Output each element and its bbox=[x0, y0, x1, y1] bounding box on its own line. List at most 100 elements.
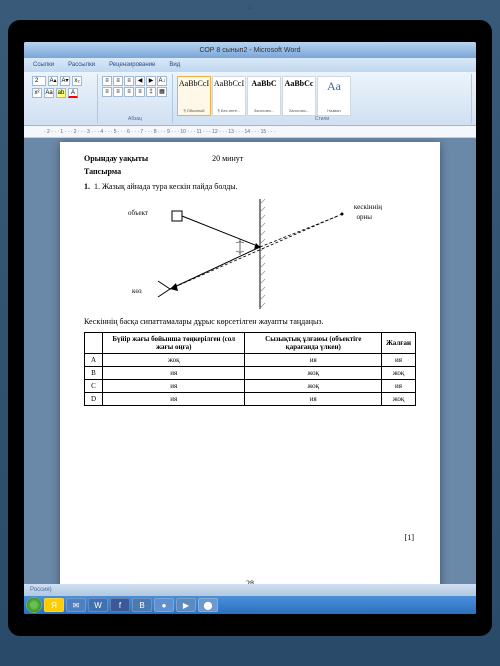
ribbon-tab-view[interactable]: Вид bbox=[166, 61, 183, 69]
table-caption: Кескіннің басқа сипаттамалары дұрыс көрс… bbox=[84, 317, 416, 326]
grow-font-button[interactable]: A▴ bbox=[48, 76, 58, 86]
word-statusbar: Россия) bbox=[24, 584, 476, 596]
style-name: ¶ Обычный bbox=[178, 108, 210, 113]
style-title[interactable]: Aa Назван bbox=[317, 76, 351, 116]
table-row: C ия жоқ ия bbox=[85, 380, 416, 393]
monitor-bezel: ○ СОР 8 сынып2 - Microsoft Word Ссылки Р… bbox=[8, 20, 492, 636]
app-icon-1[interactable]: ● bbox=[154, 598, 174, 612]
align-center-button[interactable]: ≡ bbox=[113, 87, 123, 97]
app-icon-2[interactable]: ▶ bbox=[176, 598, 196, 612]
text-effects-button[interactable]: Aa bbox=[44, 88, 54, 98]
diagram-label-image-1: кескіннің bbox=[354, 203, 382, 211]
superscript-button[interactable]: x² bbox=[32, 88, 42, 98]
align-right-button[interactable]: ≡ bbox=[124, 87, 134, 97]
numbering-button[interactable]: ≡ bbox=[113, 76, 123, 86]
table-header: Сызықтық ұлғаюы (объектіге қарағанда үлк… bbox=[245, 333, 382, 354]
subscript-button[interactable]: x₂ bbox=[72, 76, 82, 86]
bullets-button[interactable]: ≡ bbox=[102, 76, 112, 86]
question-1-text: 1. 1. Жазық айнада тура кескін пайда бол… bbox=[84, 182, 416, 191]
table-row: B ия жоқ жоқ bbox=[85, 367, 416, 380]
document-page[interactable]: Орындау уақыты 20 минут Тапсырма 1. 1. Ж… bbox=[60, 142, 440, 596]
diagram-label-image-2: орны bbox=[357, 213, 372, 221]
webcam-indicator: ○ bbox=[247, 2, 253, 13]
score-mark: [1] bbox=[405, 533, 414, 542]
table-cell: B bbox=[85, 367, 103, 380]
table-cell: ия bbox=[103, 393, 245, 406]
increase-indent-button[interactable]: ▶ bbox=[146, 76, 156, 86]
yandex-icon[interactable]: Я bbox=[44, 598, 64, 612]
table-cell: жоқ bbox=[245, 367, 382, 380]
style-normal[interactable]: AaBbCcI ¶ Обычный bbox=[177, 76, 211, 116]
table-cell: жоқ bbox=[245, 380, 382, 393]
paragraph-group-label: Абзац bbox=[98, 116, 172, 122]
horizontal-ruler[interactable]: · 2 · · · 1 · · · 2 · · · 3 · · · 4 · · … bbox=[24, 126, 476, 138]
styles-group-label: Стили bbox=[173, 116, 471, 122]
font-color-button[interactable]: A bbox=[68, 88, 78, 98]
window-title: СОР 8 сынып2 - Microsoft Word bbox=[199, 47, 300, 54]
document-viewport[interactable]: Орындау уақыты 20 минут Тапсырма 1. 1. Ж… bbox=[24, 138, 476, 596]
style-no-spacing[interactable]: AaBbCcI ¶ Без инте... bbox=[212, 76, 246, 116]
font-group: 2 A▴ A▾ x₂ x² Aa ab A bbox=[28, 74, 98, 123]
table-cell: D bbox=[85, 393, 103, 406]
timing-label: Орындау уақыты bbox=[84, 154, 148, 163]
table-header: Жалған bbox=[382, 333, 416, 354]
table-row: D ия ия жоқ bbox=[85, 393, 416, 406]
word-icon[interactable]: W bbox=[88, 598, 108, 612]
table-cell: C bbox=[85, 380, 103, 393]
paragraph-group: ≡ ≡ ≡ ◀ ▶ A↓ ≡ ≡ ≡ ≡ ‡ ▦ Абзац bbox=[98, 74, 173, 123]
ribbon-tab-references[interactable]: Ссылки bbox=[30, 61, 57, 69]
mail-icon[interactable]: ✉ bbox=[66, 598, 86, 612]
table-cell: ия bbox=[382, 380, 416, 393]
table-header: Бүйір жағы бойынша төңкерілген (сол жағы… bbox=[103, 333, 245, 354]
question-1-body: 1. Жазық айнада тура кескін пайда болды. bbox=[94, 182, 238, 191]
style-sample: AaBbCcI bbox=[178, 79, 210, 88]
start-button[interactable] bbox=[26, 597, 42, 613]
font-size-box[interactable]: 2 bbox=[32, 76, 46, 86]
style-heading1[interactable]: AaBbC Заголово... bbox=[247, 76, 281, 116]
status-language[interactable]: Россия) bbox=[30, 587, 52, 593]
sort-button[interactable]: A↓ bbox=[157, 76, 167, 86]
table-cell: ия bbox=[245, 393, 382, 406]
multilevel-button[interactable]: ≡ bbox=[124, 76, 134, 86]
screen: СОР 8 сынып2 - Microsoft Word Ссылки Рас… bbox=[24, 42, 476, 614]
table-cell: ия bbox=[103, 380, 245, 393]
timing-value: 20 минут bbox=[212, 154, 243, 163]
table-cell: жоқ bbox=[103, 354, 245, 367]
style-heading2[interactable]: AaBbCc Заголово... bbox=[282, 76, 316, 116]
ribbon-tab-review[interactable]: Рецензирование bbox=[106, 61, 158, 69]
diagram-label-object: объект bbox=[128, 209, 148, 217]
table-cell: ия bbox=[103, 367, 245, 380]
diagram-label-eye: көз bbox=[132, 287, 142, 295]
ruler-marks: · 2 · · · 1 · · · 2 · · · 3 · · · 4 · · … bbox=[44, 129, 275, 135]
table-row: A жоқ ия ия bbox=[85, 354, 416, 367]
window-titlebar: СОР 8 сынып2 - Microsoft Word bbox=[24, 42, 476, 58]
highlight-button[interactable]: ab bbox=[56, 88, 66, 98]
table-cell: жоқ bbox=[382, 393, 416, 406]
table-cell: A bbox=[85, 354, 103, 367]
style-sample: Aa bbox=[318, 79, 350, 94]
facebook-icon[interactable]: f bbox=[110, 598, 130, 612]
style-name: Назван bbox=[318, 108, 350, 113]
line-spacing-button[interactable]: ‡ bbox=[146, 87, 156, 97]
style-name: ¶ Без инте... bbox=[213, 108, 245, 113]
style-sample: AaBbC bbox=[248, 79, 280, 88]
table-cell: жоқ bbox=[382, 367, 416, 380]
vk-icon[interactable]: B bbox=[132, 598, 152, 612]
task-heading: Тапсырма bbox=[84, 167, 416, 176]
table-header-row: Бүйір жағы бойынша төңкерілген (сол жағы… bbox=[85, 333, 416, 354]
styles-group: AaBbCcI ¶ Обычный AaBbCcI ¶ Без инте... … bbox=[173, 74, 472, 123]
shading-button[interactable]: ▦ bbox=[157, 87, 167, 97]
style-sample: AaBbCc bbox=[283, 79, 315, 88]
ribbon-toolbar: 2 A▴ A▾ x₂ x² Aa ab A ≡ ≡ ≡ ◀ ▶ A↓ bbox=[24, 72, 476, 126]
style-name: Заголово... bbox=[248, 108, 280, 113]
mirror-diagram: объект кескіннің орны көз bbox=[110, 199, 390, 309]
shrink-font-button[interactable]: A▾ bbox=[60, 76, 70, 86]
style-sample: AaBbCcI bbox=[213, 79, 245, 88]
answer-table: Бүйір жағы бойынша төңкерілген (сол жағы… bbox=[84, 332, 416, 406]
align-left-button[interactable]: ≡ bbox=[102, 87, 112, 97]
table-header bbox=[85, 333, 103, 354]
decrease-indent-button[interactable]: ◀ bbox=[135, 76, 145, 86]
app-icon-3[interactable]: ⬤ bbox=[198, 598, 218, 612]
justify-button[interactable]: ≡ bbox=[135, 87, 145, 97]
ribbon-tab-mailings[interactable]: Рассылки bbox=[65, 61, 98, 69]
